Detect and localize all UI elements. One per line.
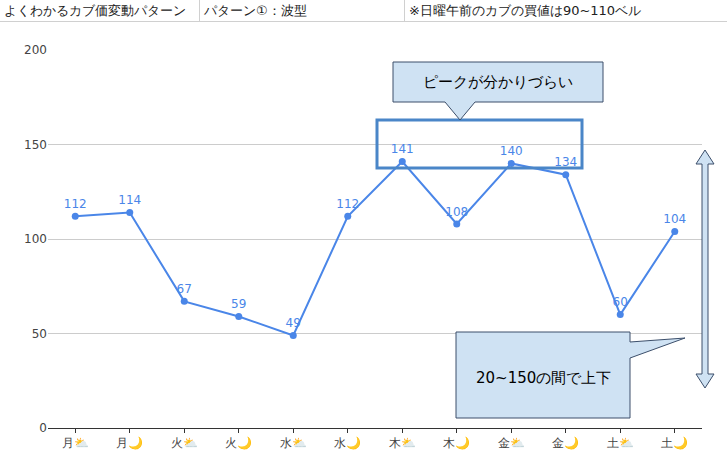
svg-text:112: 112 <box>64 197 87 211</box>
svg-text:土🌙: 土🌙 <box>661 436 688 450</box>
svg-text:49: 49 <box>286 316 301 330</box>
svg-text:134: 134 <box>554 155 577 169</box>
svg-text:木🌙: 木🌙 <box>443 436 470 450</box>
svg-text:114: 114 <box>118 193 141 207</box>
svg-text:59: 59 <box>231 297 246 311</box>
svg-text:20~150の間で上下: 20~150の間で上下 <box>476 369 611 387</box>
svg-text:木⛅: 木⛅ <box>389 436 416 450</box>
svg-text:水🌙: 水🌙 <box>334 436 361 450</box>
svg-text:108: 108 <box>445 205 468 219</box>
html-text:よくわかるカブ価変動パターン: よくわかるカブ価変動パターン <box>4 3 186 18</box>
svg-text:150: 150 <box>24 138 47 152</box>
svg-text:140: 140 <box>500 144 523 158</box>
svg-text:月⛅: 月⛅ <box>62 436 89 450</box>
svg-text:112: 112 <box>336 197 359 211</box>
svg-text:50: 50 <box>32 327 47 341</box>
svg-text:火⛅: 火⛅ <box>171 436 198 450</box>
svg-text:土⛅: 土⛅ <box>607 436 634 450</box>
html-text:※日曜午前のカブの買値は90~110ベル: ※日曜午前のカブの買値は90~110ベル <box>409 3 642 18</box>
svg-text:67: 67 <box>177 282 192 296</box>
svg-text:200: 200 <box>24 43 47 57</box>
svg-text:60: 60 <box>613 295 628 309</box>
svg-text:火🌙: 火🌙 <box>225 436 252 450</box>
svg-text:100: 100 <box>24 232 47 246</box>
svg-text:ピークが分かりづらい: ピークが分かりづらい <box>423 73 573 91</box>
svg-text:104: 104 <box>663 212 686 226</box>
svg-text:水⛅: 水⛅ <box>280 436 307 450</box>
svg-text:月🌙: 月🌙 <box>116 436 143 450</box>
html-text:パターン①：波型: パターン①：波型 <box>204 3 307 18</box>
svg-text:金⛅: 金⛅ <box>498 436 525 450</box>
svg-text:0: 0 <box>39 421 47 435</box>
svg-text:金🌙: 金🌙 <box>552 436 579 450</box>
svg-text:141: 141 <box>391 142 414 156</box>
